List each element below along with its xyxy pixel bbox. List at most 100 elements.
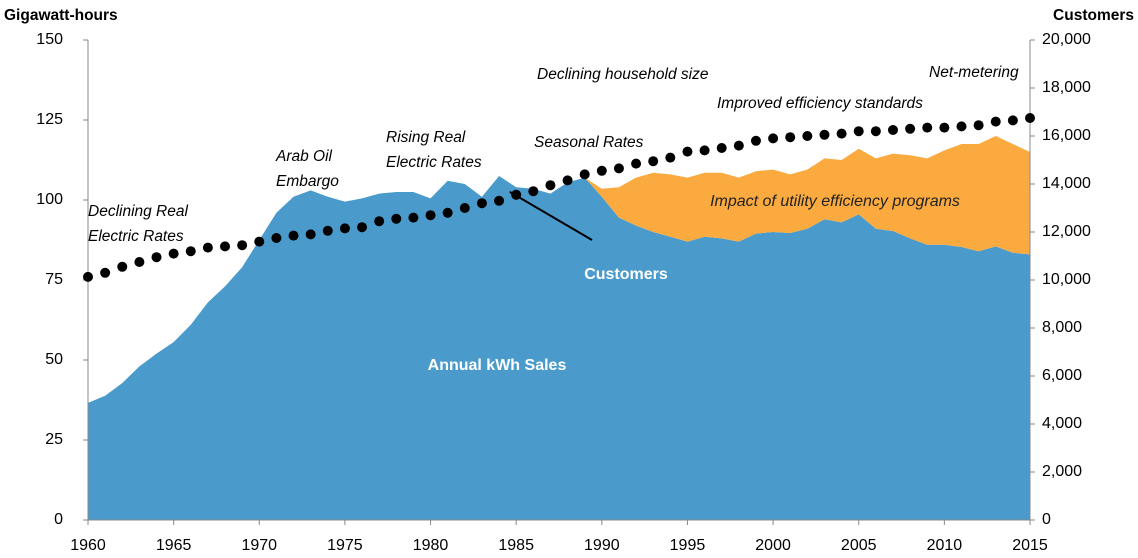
y-tick-label: 125 bbox=[36, 111, 63, 128]
customer-dot bbox=[494, 195, 505, 206]
annotation: Electric Rates bbox=[88, 228, 184, 245]
customer-dot bbox=[922, 122, 933, 133]
x-tick-label: 1985 bbox=[498, 537, 534, 554]
annotation: Arab Oil bbox=[275, 148, 333, 165]
customer-dot bbox=[750, 135, 761, 146]
area bbox=[88, 176, 1030, 520]
x-tick-label: 1960 bbox=[70, 537, 106, 554]
customer-dot bbox=[100, 267, 111, 278]
annotation: Electric Rates bbox=[386, 154, 482, 171]
annotation: Improved efficiency standards bbox=[717, 95, 923, 112]
x-tick-label: 2015 bbox=[1012, 537, 1048, 554]
annotation: Declining household size bbox=[537, 66, 709, 83]
area bbox=[584, 136, 1030, 255]
y2-tick-label: 2,000 bbox=[1042, 463, 1082, 480]
customer-dot bbox=[151, 252, 162, 263]
customer-dot bbox=[785, 132, 796, 143]
customer-dot bbox=[836, 128, 847, 139]
x-tick-label: 2005 bbox=[841, 537, 877, 554]
customer-dot bbox=[476, 198, 487, 209]
x-tick-label: 1980 bbox=[413, 537, 449, 554]
customer-dot bbox=[117, 261, 128, 272]
customer-dot bbox=[288, 230, 299, 241]
x-tick-label: 1990 bbox=[584, 537, 620, 554]
customer-dot bbox=[339, 223, 350, 234]
customer-dot bbox=[733, 140, 744, 151]
customer-dot bbox=[819, 129, 830, 140]
customer-dot bbox=[973, 120, 984, 131]
customer-dot bbox=[905, 123, 916, 134]
customer-dot bbox=[682, 146, 693, 157]
customer-dot bbox=[768, 133, 779, 144]
customer-dot bbox=[596, 165, 607, 176]
customer-dot bbox=[990, 116, 1001, 127]
customer-dot bbox=[631, 158, 642, 169]
customer-dot bbox=[442, 207, 453, 218]
customer-dot bbox=[802, 131, 813, 141]
y-axis-label: Gigawatt-hours bbox=[4, 7, 118, 24]
y2-tick-label: 18,000 bbox=[1042, 79, 1091, 96]
y-tick-label: 150 bbox=[36, 31, 63, 48]
customer-dot bbox=[665, 152, 676, 163]
y2-tick-label: 4,000 bbox=[1042, 415, 1082, 432]
series-label: Annual kWh Sales bbox=[428, 357, 567, 374]
y2-axis-label: Customers bbox=[1053, 7, 1134, 24]
x-tick-label: 2000 bbox=[755, 537, 791, 554]
customer-dot bbox=[168, 248, 179, 259]
annotation: Seasonal Rates bbox=[534, 134, 644, 151]
customer-dot bbox=[322, 225, 333, 236]
y-tick-label: 25 bbox=[45, 431, 63, 448]
customer-dot bbox=[853, 126, 864, 137]
customer-dot bbox=[562, 175, 573, 186]
y2-tick-label: 16,000 bbox=[1042, 127, 1091, 144]
customer-dot bbox=[870, 126, 881, 137]
y2-tick-label: 6,000 bbox=[1042, 367, 1082, 384]
y2-tick-label: 8,000 bbox=[1042, 319, 1082, 336]
y-tick-label: 0 bbox=[54, 511, 63, 528]
customer-dot bbox=[271, 233, 282, 243]
x-tick-label: 1970 bbox=[241, 537, 277, 554]
x-tick-label: 2010 bbox=[927, 537, 963, 554]
customer-dot bbox=[956, 121, 967, 132]
customer-dot bbox=[545, 180, 556, 191]
customer-dot bbox=[579, 169, 590, 180]
customer-dot bbox=[459, 203, 470, 213]
customer-dot bbox=[716, 143, 727, 153]
y2-tick-label: 20,000 bbox=[1042, 31, 1091, 48]
customer-dot bbox=[528, 186, 539, 197]
x-tick-label: 1995 bbox=[670, 537, 706, 554]
customer-dot bbox=[357, 222, 368, 233]
series-label: Customers bbox=[584, 266, 668, 283]
y2-tick-label: 14,000 bbox=[1042, 175, 1091, 192]
customer-dot bbox=[202, 242, 213, 253]
y2-tick-label: 10,000 bbox=[1042, 271, 1091, 288]
arrow bbox=[509, 191, 593, 241]
series-label: Impact of utility efficiency programs bbox=[710, 193, 960, 210]
customer-dot bbox=[613, 163, 624, 174]
annotation: Declining Real bbox=[88, 203, 188, 220]
customer-dot bbox=[408, 212, 419, 223]
y2-tick-label: 0 bbox=[1042, 511, 1051, 528]
x-tick-label: 1975 bbox=[327, 537, 363, 554]
x-tick-label: 1965 bbox=[156, 537, 192, 554]
customer-dot bbox=[887, 125, 898, 135]
annotation: Rising Real bbox=[386, 129, 466, 146]
customer-dot bbox=[237, 240, 248, 251]
customer-dot bbox=[425, 210, 436, 221]
customer-dot bbox=[374, 216, 385, 227]
customer-dot bbox=[83, 271, 93, 282]
customer-dot bbox=[1007, 115, 1018, 126]
customer-dot bbox=[254, 236, 265, 247]
customer-dot bbox=[134, 257, 145, 267]
y-tick-label: 50 bbox=[45, 351, 63, 368]
annotation: Embargo bbox=[276, 173, 339, 190]
customer-dot bbox=[391, 213, 402, 224]
y-tick-label: 75 bbox=[45, 271, 63, 288]
customer-dot bbox=[185, 246, 196, 257]
customer-dot bbox=[939, 122, 950, 133]
y-tick-label: 100 bbox=[36, 191, 63, 208]
customer-dot bbox=[305, 229, 316, 240]
customer-dot bbox=[1025, 113, 1035, 123]
customer-dot bbox=[220, 241, 231, 252]
